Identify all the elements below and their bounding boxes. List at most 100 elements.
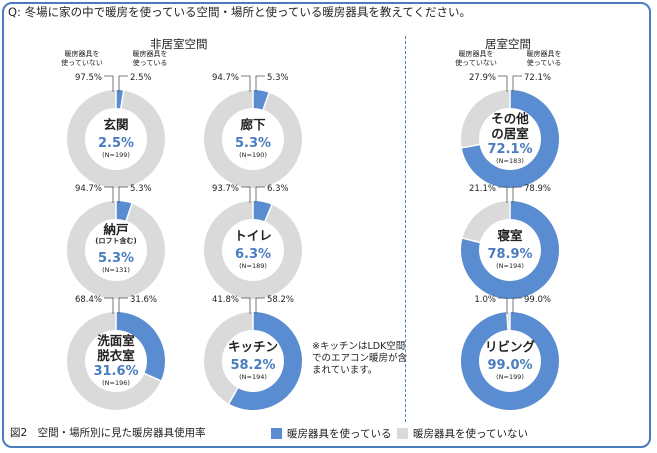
leader-using-nando [118, 186, 128, 203]
header-label-using-other-0: 暖房器具を [527, 49, 562, 58]
section-title-living: 居室空間 [485, 37, 531, 51]
center-value-rouka: 5.3% [235, 136, 271, 151]
chart-label-other-1: の居室 [491, 126, 529, 141]
value-label-using-other: 72.1% [524, 73, 551, 83]
separator-split-toilet [263, 203, 273, 223]
sample-size-genkan: (N=199) [102, 151, 130, 159]
section-divider [405, 36, 406, 422]
value-label-using-senmen: 31.6% [130, 295, 157, 305]
chart-label-rouka-0: 廊下 [240, 117, 266, 132]
leader-not-using-genkan [104, 75, 114, 92]
chart-label-shinshitsu-0: 寝室 [497, 228, 523, 243]
center-value-senmen: 31.6% [93, 364, 138, 379]
leader-not-using-kitchen [241, 297, 251, 314]
slice-using-shinshitsu [461, 201, 559, 299]
header-label-not-using-genkan-0: 暖房器具を [65, 49, 100, 58]
center-value-nando: 5.3% [98, 251, 134, 266]
separator-split-senmen [143, 372, 163, 382]
sample-size-other: (N=183) [496, 157, 524, 165]
question-text: Q: 冬場に家の中で暖房を使っている空間・場所と使っている暖房器具を教えてくださ… [8, 5, 472, 19]
leader-using-shinshitsu [512, 186, 522, 203]
header-label-using-genkan-1: 使っている [133, 58, 168, 67]
leader-not-using-toilet [241, 186, 251, 203]
chart-label-genkan-0: 玄関 [103, 117, 128, 132]
value-label-not-using-senmen: 68.4% [75, 295, 102, 305]
value-label-using-rouka: 5.3% [267, 73, 289, 83]
value-label-not-using-genkan: 97.5% [75, 73, 102, 83]
chart-label-senmen-0: 洗面室 [97, 333, 135, 348]
value-label-not-using-nando: 94.7% [75, 184, 102, 194]
value-label-not-using-toilet: 93.7% [212, 184, 239, 194]
slice-using-toilet [252, 201, 272, 222]
center-value-toilet: 6.3% [235, 247, 271, 262]
header-label-not-using-genkan-1: 使っていない [61, 58, 103, 67]
sample-size-living: (N=199) [496, 373, 524, 381]
sample-size-kitchen: (N=194) [239, 373, 267, 381]
value-label-using-genkan: 2.5% [130, 73, 152, 83]
value-label-not-using-shinshitsu: 21.1% [469, 184, 496, 194]
sample-size-toilet: (N=189) [239, 262, 267, 270]
chart-label-nando-1: (ロフト含む) [95, 236, 136, 245]
leader-using-rouka [255, 75, 265, 92]
slice-using-kitchen [228, 312, 302, 410]
donut-shinshitsu [461, 186, 559, 299]
donut-living [461, 297, 559, 410]
separator-split-kitchen [227, 386, 239, 405]
leader-not-using-senmen [104, 297, 114, 314]
slice-using-rouka [252, 90, 270, 110]
center-value-other: 72.1% [487, 142, 532, 157]
leader-using-living [512, 297, 522, 314]
center-value-living: 99.0% [487, 358, 532, 373]
leader-using-genkan [118, 75, 128, 92]
donut-rouka [204, 75, 302, 188]
sample-size-shinshitsu: (N=194) [496, 262, 524, 270]
center-value-genkan: 2.5% [98, 136, 134, 151]
leader-not-using-other [498, 75, 508, 92]
center-value-kitchen: 58.2% [230, 358, 275, 373]
leader-using-other [512, 75, 522, 92]
chart-label-nando-0: 納戸 [103, 222, 128, 237]
value-label-using-toilet: 6.3% [267, 184, 289, 194]
separator-split-nando [125, 202, 134, 222]
value-label-not-using-living: 1.0% [474, 295, 496, 305]
header-label-using-genkan-0: 暖房器具を [133, 49, 168, 58]
header-label-not-using-other-1: 使っていない [455, 58, 497, 67]
slice-using-living [461, 312, 559, 410]
donut-other [460, 75, 559, 188]
donut-kitchen [204, 297, 302, 410]
chart-label-other-0: その他 [491, 111, 529, 126]
leader-using-senmen [118, 297, 128, 314]
leader-not-using-rouka [241, 75, 251, 92]
leader-using-kitchen [255, 297, 265, 314]
legend-label-not-using: 暖房器具を使っていない [413, 428, 528, 440]
chart-label-senmen-1: 脱衣室 [97, 348, 135, 363]
value-label-using-living: 99.0% [524, 295, 551, 305]
header-label-not-using-other-0: 暖房器具を [459, 49, 494, 58]
separator-split-shinshitsu [461, 237, 482, 244]
chart-label-kitchen-0: キッチン [228, 339, 278, 354]
chart-label-toilet-0: トイレ [234, 228, 272, 243]
value-label-not-using-other: 27.9% [469, 73, 496, 83]
sample-size-nando: (N=131) [102, 266, 130, 274]
value-label-using-nando: 5.3% [130, 184, 152, 194]
separator-split-rouka [262, 91, 271, 111]
header-label-using-other-1: 使っている [527, 58, 562, 67]
legend-label-using: 暖房器具を使っている [287, 428, 392, 440]
donut-toilet [204, 186, 302, 299]
legend-swatch-using [271, 428, 282, 439]
value-label-using-shinshitsu: 78.9% [524, 184, 551, 194]
leader-not-using-living [498, 297, 508, 314]
slice-using-other [461, 90, 559, 188]
separator-split-living [506, 311, 509, 332]
section-title-non-living: 非居室空間 [150, 37, 208, 51]
value-label-using-kitchen: 58.2% [267, 295, 294, 305]
donut-nando [67, 186, 165, 299]
separator-split-other [460, 143, 481, 149]
chart-label-living-0: リビング [485, 339, 536, 354]
donut-senmen [67, 297, 165, 410]
figure-caption: 図2 空間・場所別に見た暖房器具使用率 [10, 427, 206, 439]
value-label-not-using-kitchen: 41.8% [212, 295, 239, 305]
sample-size-rouka: (N=190) [239, 151, 267, 159]
leader-not-using-shinshitsu [498, 186, 508, 203]
